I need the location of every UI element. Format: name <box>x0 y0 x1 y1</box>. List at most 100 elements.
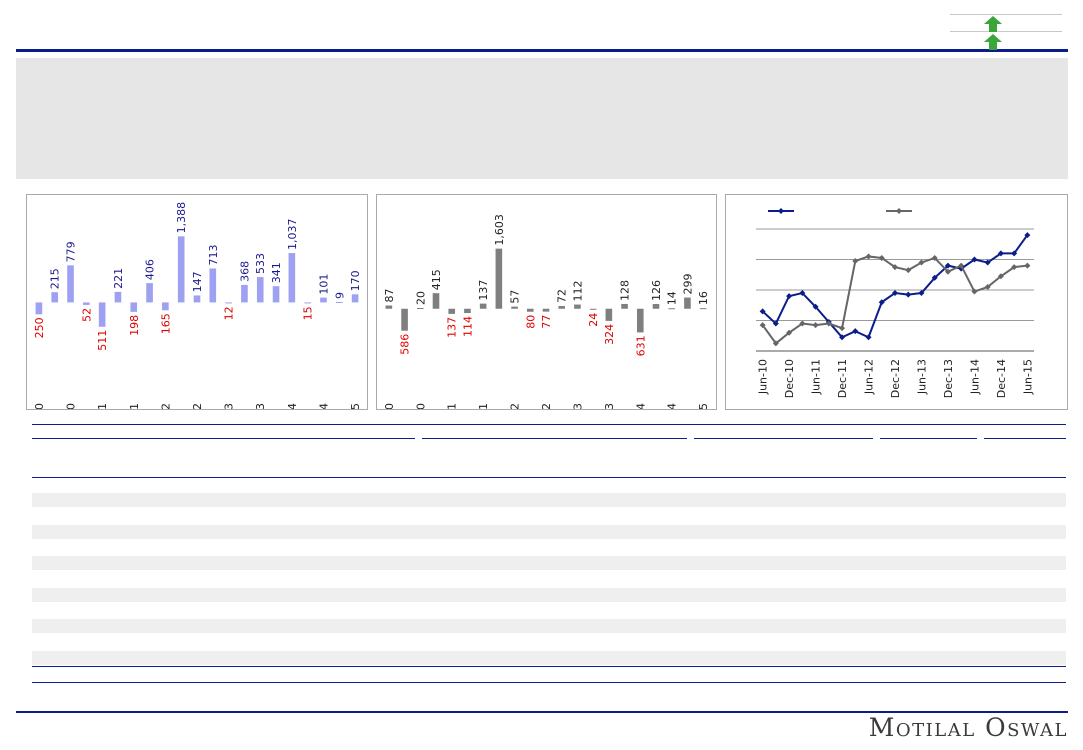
bar <box>35 302 43 315</box>
tick-label: Jun-11 <box>810 359 823 395</box>
tick-label: Jun-15 <box>697 403 710 409</box>
data-point <box>1024 232 1031 239</box>
data-table <box>32 424 1066 686</box>
data-label: 1,037 <box>286 219 299 251</box>
data-label: 137 <box>477 280 490 301</box>
data-label: 12 <box>223 306 236 320</box>
table-row <box>32 493 1066 507</box>
tick-label: Dec-12 <box>540 403 553 409</box>
data-point <box>759 322 766 329</box>
data-point <box>772 340 779 347</box>
data-point <box>786 329 793 336</box>
table-total-rule <box>32 666 1066 667</box>
chart-panel-1: 250 215 779 52 511 221 198 406 165 1,388 147 713 12 3… <box>26 194 368 410</box>
data-label: 1,603 <box>493 214 506 246</box>
bar <box>432 293 440 309</box>
bar <box>542 308 550 312</box>
data-label: 20 <box>414 291 427 305</box>
legend-marker <box>778 208 784 214</box>
table-group-rule-1 <box>32 438 415 439</box>
table-group-rule-4 <box>880 438 977 439</box>
up-arrow-icon <box>984 16 1002 32</box>
footer-rule <box>16 711 1068 713</box>
data-point <box>984 259 991 266</box>
tick-label: Jun-10 <box>383 403 396 409</box>
tick-label: Jun-12 <box>509 403 522 409</box>
data-point <box>918 259 925 266</box>
data-point <box>786 293 793 300</box>
tick-label: Dec-11 <box>477 403 490 409</box>
data-label: 533 <box>254 253 267 274</box>
data-label: 14 <box>666 291 679 305</box>
bar <box>288 253 296 303</box>
table-group-rule-2 <box>422 438 687 439</box>
tick-label: Dec-13 <box>603 403 616 409</box>
bar <box>209 268 217 303</box>
data-point <box>931 254 938 261</box>
tick-label: Jun-13 <box>223 403 236 409</box>
data-point <box>852 258 859 265</box>
bar <box>511 306 518 309</box>
tick-label: Jun-14 <box>968 359 981 395</box>
data-point <box>918 290 925 297</box>
bar <box>241 284 248 303</box>
tick-label: Jun-15 <box>1021 359 1034 395</box>
tick-label: Dec-10 <box>783 359 796 398</box>
data-label: 586 <box>399 334 412 355</box>
table-row <box>32 619 1066 633</box>
bar <box>495 248 503 309</box>
data-label: 713 <box>207 244 220 265</box>
up-arrow-icon <box>984 34 1002 50</box>
data-point <box>852 328 859 335</box>
data-point <box>878 299 885 306</box>
data-label: 779 <box>65 241 78 262</box>
summary-band <box>16 58 1068 179</box>
chart-panel-3: Jun-10 Dec-10 Jun-11 Dec-11 Jun-12 Dec-12 Jun-… <box>725 194 1068 410</box>
data-label: 126 <box>650 280 663 301</box>
bar <box>177 236 185 303</box>
data-label: 52 <box>80 308 93 322</box>
bar <box>558 306 566 309</box>
bar <box>225 302 232 304</box>
data-label: 114 <box>461 316 474 337</box>
table-bottom-rule <box>32 682 1066 683</box>
data-point <box>772 320 779 327</box>
bar <box>401 308 408 331</box>
data-point <box>865 334 872 341</box>
data-point <box>905 291 912 298</box>
data-point <box>812 322 819 329</box>
data-point <box>997 250 1004 257</box>
data-label: 198 <box>128 315 141 336</box>
data-label: 128 <box>619 280 632 301</box>
data-point <box>839 325 846 332</box>
data-label: 15 <box>302 306 315 320</box>
bar <box>335 302 343 303</box>
bar <box>51 292 59 303</box>
tick-label: Jun-10 <box>33 403 46 409</box>
bar <box>256 277 264 303</box>
data-label: 16 <box>697 291 710 305</box>
data-label: 406 <box>144 259 157 280</box>
bar <box>464 308 471 314</box>
tick-label: Dec-12 <box>191 403 204 409</box>
data-label: 299 <box>681 274 694 295</box>
data-point <box>799 290 806 297</box>
tick-label: Dec-13 <box>942 359 955 398</box>
data-point <box>944 268 951 275</box>
line-chart: Jun-10 Dec-10 Jun-11 Dec-11 Jun-12 Dec-12 Jun-… <box>756 208 1034 398</box>
data-label: 170 <box>349 270 362 291</box>
bar <box>668 308 676 310</box>
bar <box>448 308 456 314</box>
tick-label: Dec-10 <box>65 403 78 409</box>
data-point <box>944 262 951 269</box>
tick-label: Jun-12 <box>863 359 876 395</box>
data-label: 87 <box>383 288 396 302</box>
data-label: 80 <box>524 315 537 329</box>
bar <box>320 297 327 303</box>
tick-label: Dec-10 <box>414 403 427 409</box>
data-label: 137 <box>446 317 459 338</box>
data-point <box>1011 264 1018 271</box>
data-label: 368 <box>238 261 251 282</box>
